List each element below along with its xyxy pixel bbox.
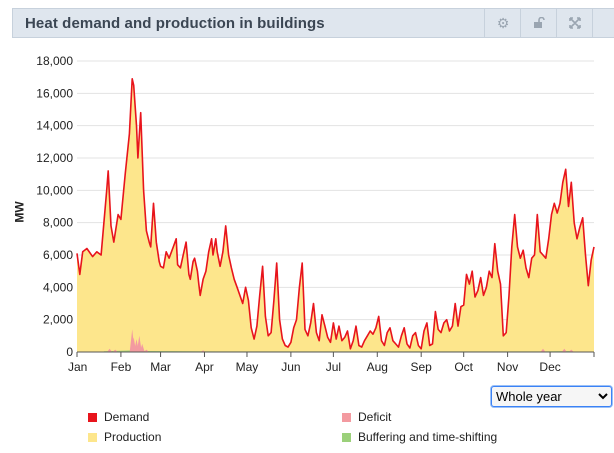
x-tick-label: Sep [411,360,433,374]
period-select[interactable]: Whole year [491,386,612,407]
x-tick-label: Mar [150,360,171,374]
legend-label-demand: Demand [104,410,150,424]
y-tick-label: 2,000 [43,313,73,327]
y-tick-label: 6,000 [43,248,73,262]
legend-swatch-buffering [342,432,351,442]
expand-icon[interactable] [556,9,593,37]
legend-label-buffering: Buffering and time-shifting [358,430,498,444]
demand-line [76,78,595,350]
legend-item-production[interactable]: Production [88,430,161,444]
x-tick-label: May [236,360,259,374]
deficit-mark [540,348,546,352]
x-tick-label: Jun [281,360,300,374]
close-icon[interactable] [592,9,614,37]
heat-chart: 0 2,000 4,000 6,000 8,000 10,000 12,000 14,000 1… [36,54,595,374]
y-tick-label: 10,000 [36,183,73,197]
production-area [77,78,594,353]
unlock-icon[interactable] [520,9,557,37]
y-tick-label: 8,000 [43,216,73,230]
legend-label-production: Production [104,430,162,444]
settings-icon[interactable]: ⚙ [484,9,521,37]
y-tick-label: 16,000 [36,86,73,100]
legend-item-buffering[interactable]: Buffering and time-shifting [342,430,497,444]
legend-swatch-production [88,432,97,442]
deficit-mark [561,348,567,352]
panel-header: Heat demand and production in buildings … [12,8,614,38]
y-tick-label: 12,000 [36,151,73,165]
panel-title: Heat demand and production in buildings [25,15,325,32]
x-tick-label: Jan [68,360,87,374]
x-tick-label: Oct [454,360,473,374]
y-tick-label: 0 [66,345,73,359]
deficit-mark [107,348,113,352]
x-tick-label: Dec [539,360,560,374]
deficit-mark [143,349,149,352]
x-tick-label: Jul [326,360,341,374]
deficit-mark [136,335,142,352]
legend-item-demand[interactable]: Demand [88,410,149,424]
y-tick-label: 18,000 [36,54,73,68]
legend-label-deficit: Deficit [358,410,392,424]
deficit-mark [139,343,145,352]
y-tick-label: 14,000 [36,119,73,133]
legend-item-deficit[interactable]: Deficit [342,410,391,424]
x-tick-label: Aug [367,360,388,374]
x-tick-label: Nov [497,360,518,374]
x-tick-label: Feb [111,360,132,374]
y-tick-label: 4,000 [43,280,73,294]
deficit-mark [568,349,574,352]
legend-swatch-deficit [342,412,351,422]
deficit-mark [112,349,118,352]
legend-swatch-demand [88,412,97,422]
x-tick-label: Apr [195,360,214,374]
